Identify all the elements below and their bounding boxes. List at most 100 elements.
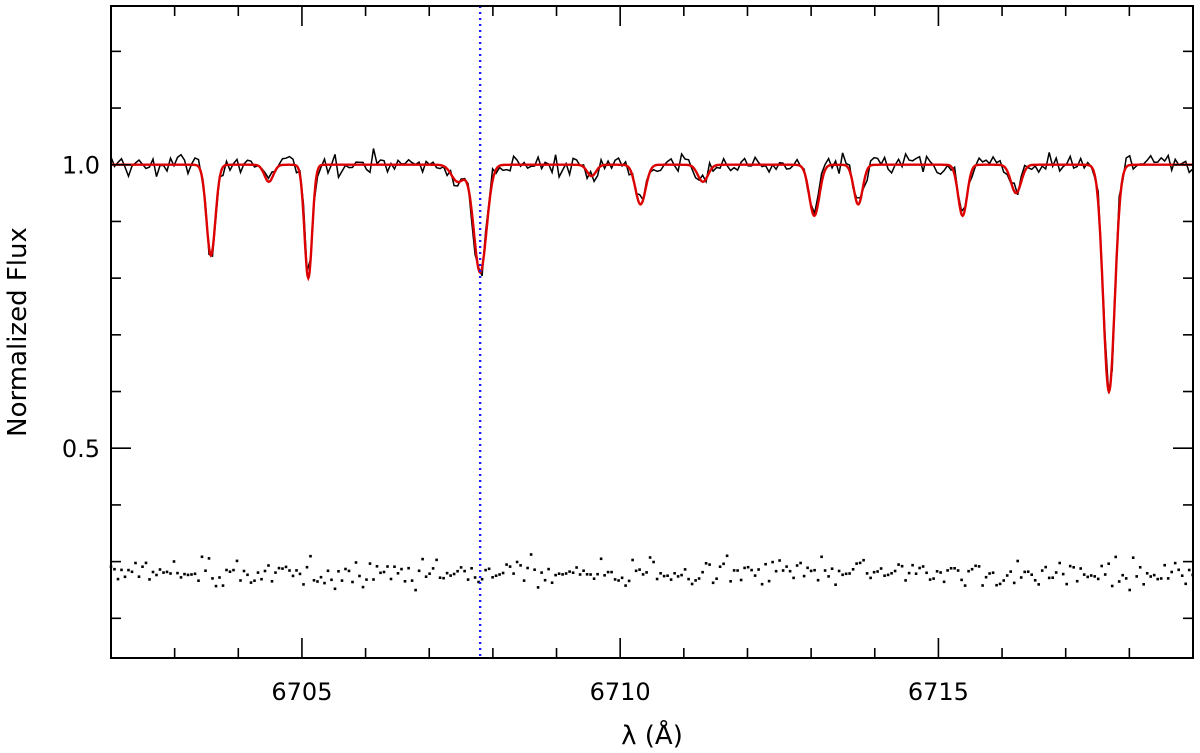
residual-point [550,581,554,584]
residual-point [736,569,739,572]
residual-point [281,567,284,570]
residual-point [743,566,746,570]
model-spectrum-line [111,163,1193,395]
residual-point [918,566,921,570]
residual-point [340,579,344,582]
residual-point [1110,584,1114,588]
x-tick-label: 6705 [271,678,332,706]
residual-point [529,553,533,556]
residual-point [536,586,540,589]
residual-point [1037,583,1040,586]
residual-point [627,579,631,583]
residual-point [701,570,704,574]
residual-point [883,574,886,577]
residual-point [1114,555,1117,559]
residual-point [1187,568,1191,572]
residual-point [771,560,774,564]
residual-point [1005,574,1009,577]
residual-point [879,567,883,570]
residual-point [253,579,256,582]
residual-point [162,571,165,574]
residual-point [515,560,519,564]
residual-point [505,563,508,566]
residual-point [1079,567,1082,570]
residual-point [599,557,603,561]
residual-point [1086,575,1089,579]
residual-point [571,571,575,574]
residual-point [1138,566,1142,569]
residual-point [274,571,277,574]
residual-point [1012,581,1016,585]
residual-point [1096,577,1100,581]
residual-point [823,569,827,572]
residual-point [841,573,844,577]
residual-point [1159,577,1163,580]
residual-point [543,578,547,582]
residual-point [263,569,267,573]
residual-point [876,570,879,573]
residual-point [1135,575,1138,578]
residual-point [697,577,701,580]
residual-point [774,569,778,573]
x-tick-label: 6715 [908,678,969,706]
residual-point [690,582,694,586]
residual-point [767,579,771,583]
residual-point [1149,575,1152,578]
residual-point [1019,576,1023,579]
y-tick-label: 1.0 [62,152,100,180]
residual-point [165,570,169,574]
residual-point [228,570,232,573]
residual-point [533,568,536,571]
residual-point [200,555,204,559]
residual-point [211,577,214,580]
residual-point [431,567,435,570]
residual-point [865,572,869,575]
residual-point [123,575,127,579]
observed-spectrum-line [110,148,1194,394]
residual-point [445,571,449,575]
residual-point [442,576,445,580]
residual-point [638,568,641,571]
residual-point [134,561,137,565]
residual-point [382,570,386,574]
residual-point [1128,588,1131,592]
residual-point [246,573,249,577]
residual-point [400,567,403,571]
residual-point [830,567,834,570]
residual-point [494,574,498,577]
residual-point [585,573,589,576]
residual-point [1002,579,1005,582]
residual-point [680,573,683,577]
residual-point [911,563,914,567]
residual-point [148,578,151,581]
residual-point [648,556,652,559]
residual-point [610,570,613,574]
residual-point [547,567,550,571]
residual-point [414,588,417,592]
residual-point [540,571,543,574]
residual-point [337,570,340,573]
residual-point [799,561,802,565]
residual-point [141,565,144,568]
residual-point [176,571,179,575]
residual-point [270,580,274,583]
residual-point [732,569,736,572]
residual-point [981,584,984,587]
residual-point [351,580,354,584]
residual-point [932,577,935,580]
residual-point [375,565,379,568]
residual-point [1177,568,1180,572]
residual-point [333,587,337,591]
residual-point [704,562,708,565]
residual-point [326,569,330,573]
residual-point [977,565,981,568]
residual-point [365,578,368,581]
residual-point [998,582,1002,586]
residual-point [421,557,424,561]
residual-point [781,569,785,572]
residual-point [858,561,862,565]
residual-point [561,573,564,576]
residual-point [904,579,907,582]
residual-point [1121,573,1124,577]
residuals-series [109,553,1194,592]
